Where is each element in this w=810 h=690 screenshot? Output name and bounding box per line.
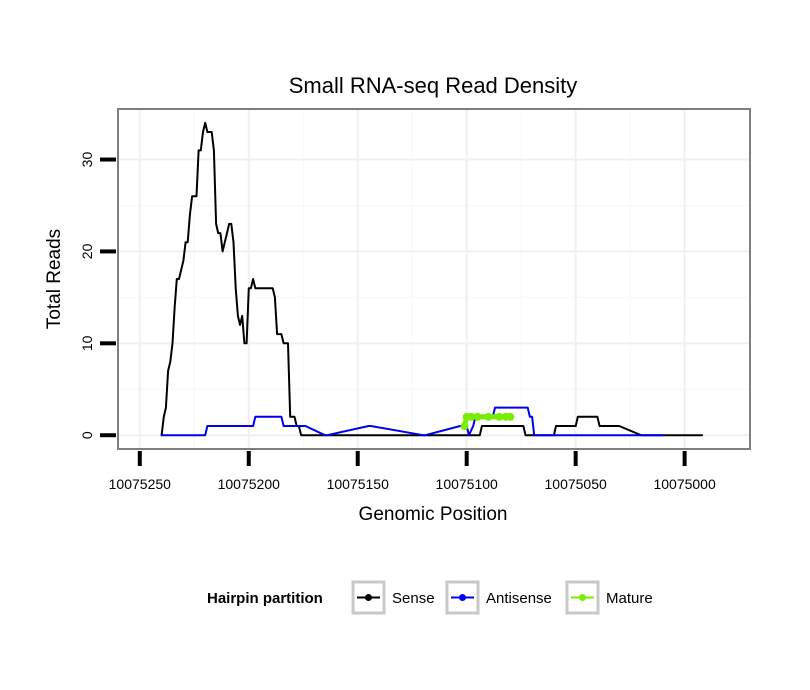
x-axis-title: Genomic Position (359, 504, 508, 525)
y-axis: 0 10 20 30 (79, 152, 116, 439)
legend-dot-mature (579, 594, 586, 601)
series-line-sense (160, 121, 704, 437)
legend-label-sense: Sense (392, 590, 435, 607)
series-layer (160, 121, 704, 437)
legend-dot-antisense (459, 594, 466, 601)
x-tick-label: 10075200 (218, 476, 281, 492)
series-point-mature (506, 412, 515, 421)
y-tick-label: 10 (79, 335, 95, 351)
x-tick-label: 10075050 (545, 476, 608, 492)
series-line-antisense (160, 406, 664, 437)
legend-label-antisense: Antisense (486, 590, 552, 607)
y-tick-label: 20 (79, 243, 95, 259)
x-tick-label: 10075100 (436, 476, 499, 492)
legend-item-sense: Sense (351, 580, 435, 615)
legend-label-mature: Mature (606, 590, 653, 607)
chart-title: Small RNA-seq Read Density (289, 73, 578, 98)
legend: Hairpin partition Sense Antisense Mature (207, 580, 653, 615)
plot-panel-background (118, 109, 750, 449)
series-point-mature (473, 412, 482, 421)
x-tick-label: 10075000 (653, 476, 716, 492)
legend-item-mature: Mature (565, 580, 653, 615)
series-point-mature (460, 422, 469, 431)
plot-panel (118, 109, 750, 449)
legend-title: Hairpin partition (207, 590, 323, 607)
legend-item-antisense: Antisense (445, 580, 552, 615)
x-axis: 10075250 10075200 10075150 10075100 10075050… (109, 451, 716, 492)
series-point-mature (484, 412, 493, 421)
legend-dot-sense (365, 594, 372, 601)
y-tick-label: 0 (79, 431, 95, 439)
x-tick-label: 10075150 (327, 476, 390, 492)
plot-panel-border (117, 108, 751, 450)
series-point-mature (467, 412, 476, 421)
series-point-mature (495, 412, 504, 421)
y-axis-title: Total Reads (44, 229, 65, 329)
y-tick-label: 30 (79, 152, 95, 168)
x-tick-label: 10075250 (109, 476, 172, 492)
